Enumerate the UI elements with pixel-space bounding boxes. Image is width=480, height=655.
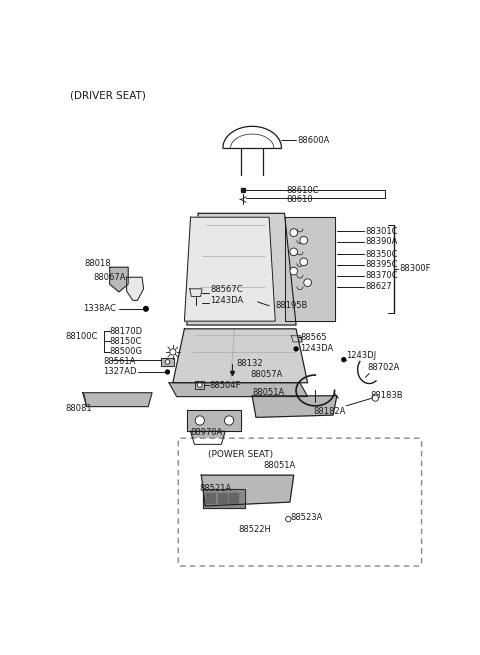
Text: 88627: 88627 bbox=[365, 282, 392, 291]
Circle shape bbox=[290, 229, 298, 236]
Text: 88395C: 88395C bbox=[365, 261, 398, 269]
Text: 88150C: 88150C bbox=[110, 337, 142, 346]
Polygon shape bbox=[83, 393, 152, 407]
Text: 88195B: 88195B bbox=[275, 301, 308, 310]
Circle shape bbox=[144, 307, 148, 311]
Text: 88600A: 88600A bbox=[298, 136, 330, 145]
Text: 88610C: 88610C bbox=[286, 186, 319, 195]
Polygon shape bbox=[173, 329, 308, 383]
Text: 88051A: 88051A bbox=[252, 388, 285, 398]
Text: 88051A: 88051A bbox=[263, 461, 295, 470]
Circle shape bbox=[197, 383, 202, 387]
Text: 88523A: 88523A bbox=[291, 513, 323, 522]
Text: 88565: 88565 bbox=[300, 333, 326, 342]
Text: 88067A: 88067A bbox=[94, 272, 126, 282]
Text: 1338AC: 1338AC bbox=[83, 305, 116, 313]
Circle shape bbox=[195, 416, 204, 425]
Text: 88182A: 88182A bbox=[314, 407, 346, 416]
Polygon shape bbox=[187, 409, 240, 431]
Text: 88521A: 88521A bbox=[200, 484, 232, 493]
Circle shape bbox=[294, 347, 298, 351]
Text: 88561A: 88561A bbox=[104, 358, 136, 366]
Text: 88390A: 88390A bbox=[365, 237, 398, 246]
Circle shape bbox=[342, 358, 346, 362]
Text: 88504F: 88504F bbox=[210, 381, 241, 390]
Polygon shape bbox=[291, 336, 302, 342]
FancyBboxPatch shape bbox=[178, 438, 421, 566]
Text: 1243DJ: 1243DJ bbox=[346, 351, 376, 360]
Polygon shape bbox=[110, 267, 128, 292]
Text: 88018: 88018 bbox=[84, 259, 111, 268]
Polygon shape bbox=[169, 383, 308, 397]
Text: 88567C: 88567C bbox=[211, 285, 243, 294]
Text: (DRIVER SEAT): (DRIVER SEAT) bbox=[71, 90, 146, 100]
Polygon shape bbox=[285, 217, 335, 321]
Text: 88057A: 88057A bbox=[251, 370, 283, 379]
Text: 88132: 88132 bbox=[237, 359, 264, 368]
Circle shape bbox=[300, 236, 308, 244]
Polygon shape bbox=[229, 493, 238, 503]
Text: 88350C: 88350C bbox=[365, 250, 398, 259]
Circle shape bbox=[225, 416, 234, 425]
Text: 1243DA: 1243DA bbox=[211, 296, 244, 305]
Polygon shape bbox=[187, 214, 296, 325]
Circle shape bbox=[300, 258, 308, 266]
Polygon shape bbox=[161, 358, 174, 365]
Circle shape bbox=[290, 248, 298, 255]
Text: 1327AD: 1327AD bbox=[104, 367, 137, 377]
Text: (POWER SEAT): (POWER SEAT) bbox=[207, 450, 273, 459]
Text: 88610: 88610 bbox=[286, 195, 312, 204]
Text: 88170D: 88170D bbox=[110, 327, 143, 335]
Polygon shape bbox=[191, 431, 225, 444]
Polygon shape bbox=[184, 217, 275, 321]
Circle shape bbox=[372, 395, 378, 402]
Polygon shape bbox=[206, 493, 215, 503]
Text: 88500G: 88500G bbox=[110, 347, 143, 356]
Polygon shape bbox=[252, 396, 337, 417]
Circle shape bbox=[170, 349, 176, 355]
Polygon shape bbox=[217, 493, 227, 503]
Circle shape bbox=[166, 370, 169, 374]
Polygon shape bbox=[201, 475, 294, 506]
Circle shape bbox=[286, 516, 291, 522]
Text: 88081: 88081 bbox=[65, 403, 92, 413]
Text: 88100C: 88100C bbox=[65, 332, 97, 341]
Polygon shape bbox=[195, 381, 204, 389]
Text: 88702A: 88702A bbox=[368, 363, 400, 372]
Text: 1243DA: 1243DA bbox=[300, 345, 333, 353]
Text: 88970A: 88970A bbox=[191, 428, 223, 438]
Text: 88522H: 88522H bbox=[238, 525, 271, 534]
Polygon shape bbox=[190, 289, 202, 297]
Text: 88370C: 88370C bbox=[365, 271, 398, 280]
Polygon shape bbox=[127, 277, 144, 301]
Circle shape bbox=[304, 279, 312, 286]
Circle shape bbox=[165, 360, 170, 364]
Text: 88300F: 88300F bbox=[399, 264, 431, 273]
Polygon shape bbox=[203, 489, 245, 508]
Text: 88301C: 88301C bbox=[365, 227, 398, 236]
Circle shape bbox=[290, 267, 298, 275]
Text: 88183B: 88183B bbox=[371, 391, 403, 400]
